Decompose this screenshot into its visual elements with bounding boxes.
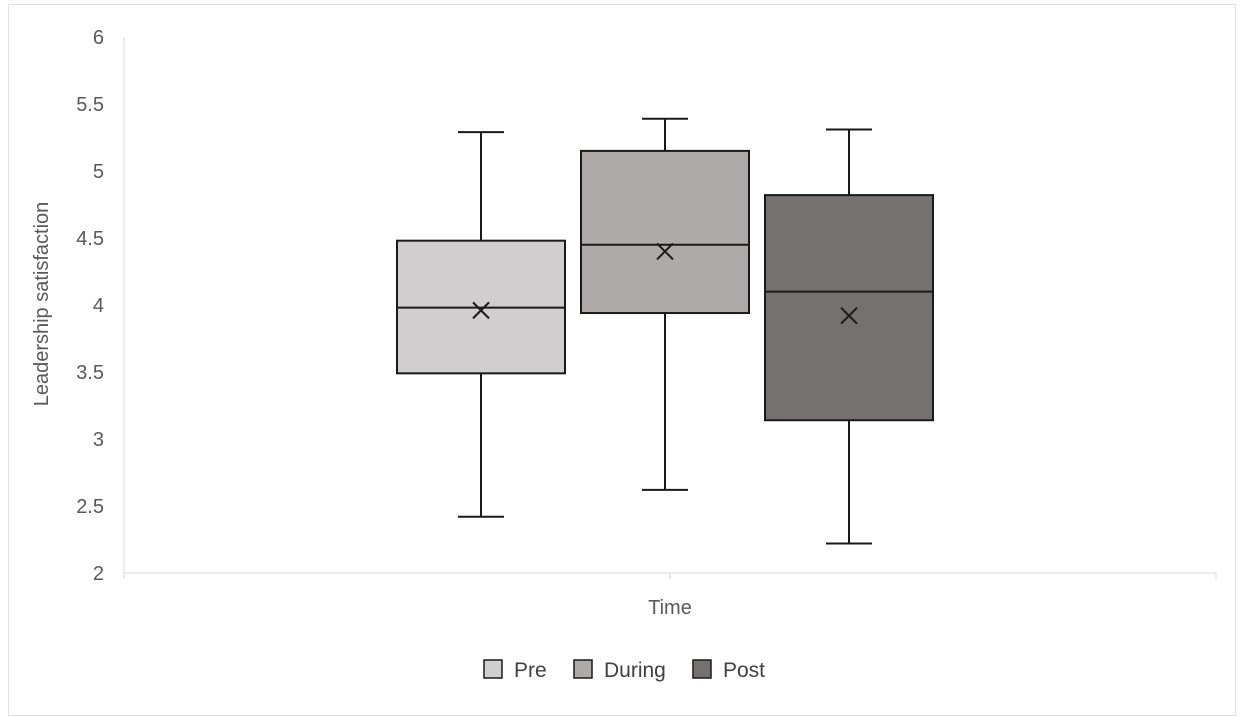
legend: Pre During Post (483, 659, 765, 682)
y-axis-title: Leadership satisfaction (31, 202, 53, 407)
x-axis-title: Time (648, 597, 692, 619)
legend-swatch-post (692, 659, 712, 679)
y-tick-label: 4 (93, 295, 104, 317)
y-tick-label: 6 (93, 27, 104, 49)
legend-swatch-during (573, 659, 593, 679)
y-tick-label: 2.5 (76, 496, 104, 518)
y-tick-label: 3 (93, 429, 104, 451)
y-tick-label: 5 (93, 161, 104, 183)
y-tick-label: 2 (93, 563, 104, 585)
y-tick-label: 4.5 (76, 228, 104, 250)
legend-label-pre: Pre (514, 659, 547, 682)
box-pre (396, 131, 566, 518)
iqr-box (580, 149, 750, 315)
legend-label-post: Post (723, 659, 765, 682)
box-post (764, 128, 934, 545)
chart-frame (8, 4, 1236, 716)
y-tick-label: 5.5 (76, 94, 104, 116)
mean-marker (472, 301, 490, 320)
legend-swatch-pre (483, 659, 503, 679)
y-axis: 2 2.5 3 3.5 4 4.5 5 5.5 6 (76, 27, 125, 585)
box-plot-series (396, 117, 934, 545)
y-tick-label: 3.5 (76, 362, 104, 384)
mean-marker (840, 307, 858, 325)
legend-label-during: During (604, 659, 666, 682)
box-during (580, 117, 750, 491)
iqr-box (764, 194, 934, 422)
x-axis (123, 572, 1217, 579)
mean-marker (656, 242, 674, 261)
